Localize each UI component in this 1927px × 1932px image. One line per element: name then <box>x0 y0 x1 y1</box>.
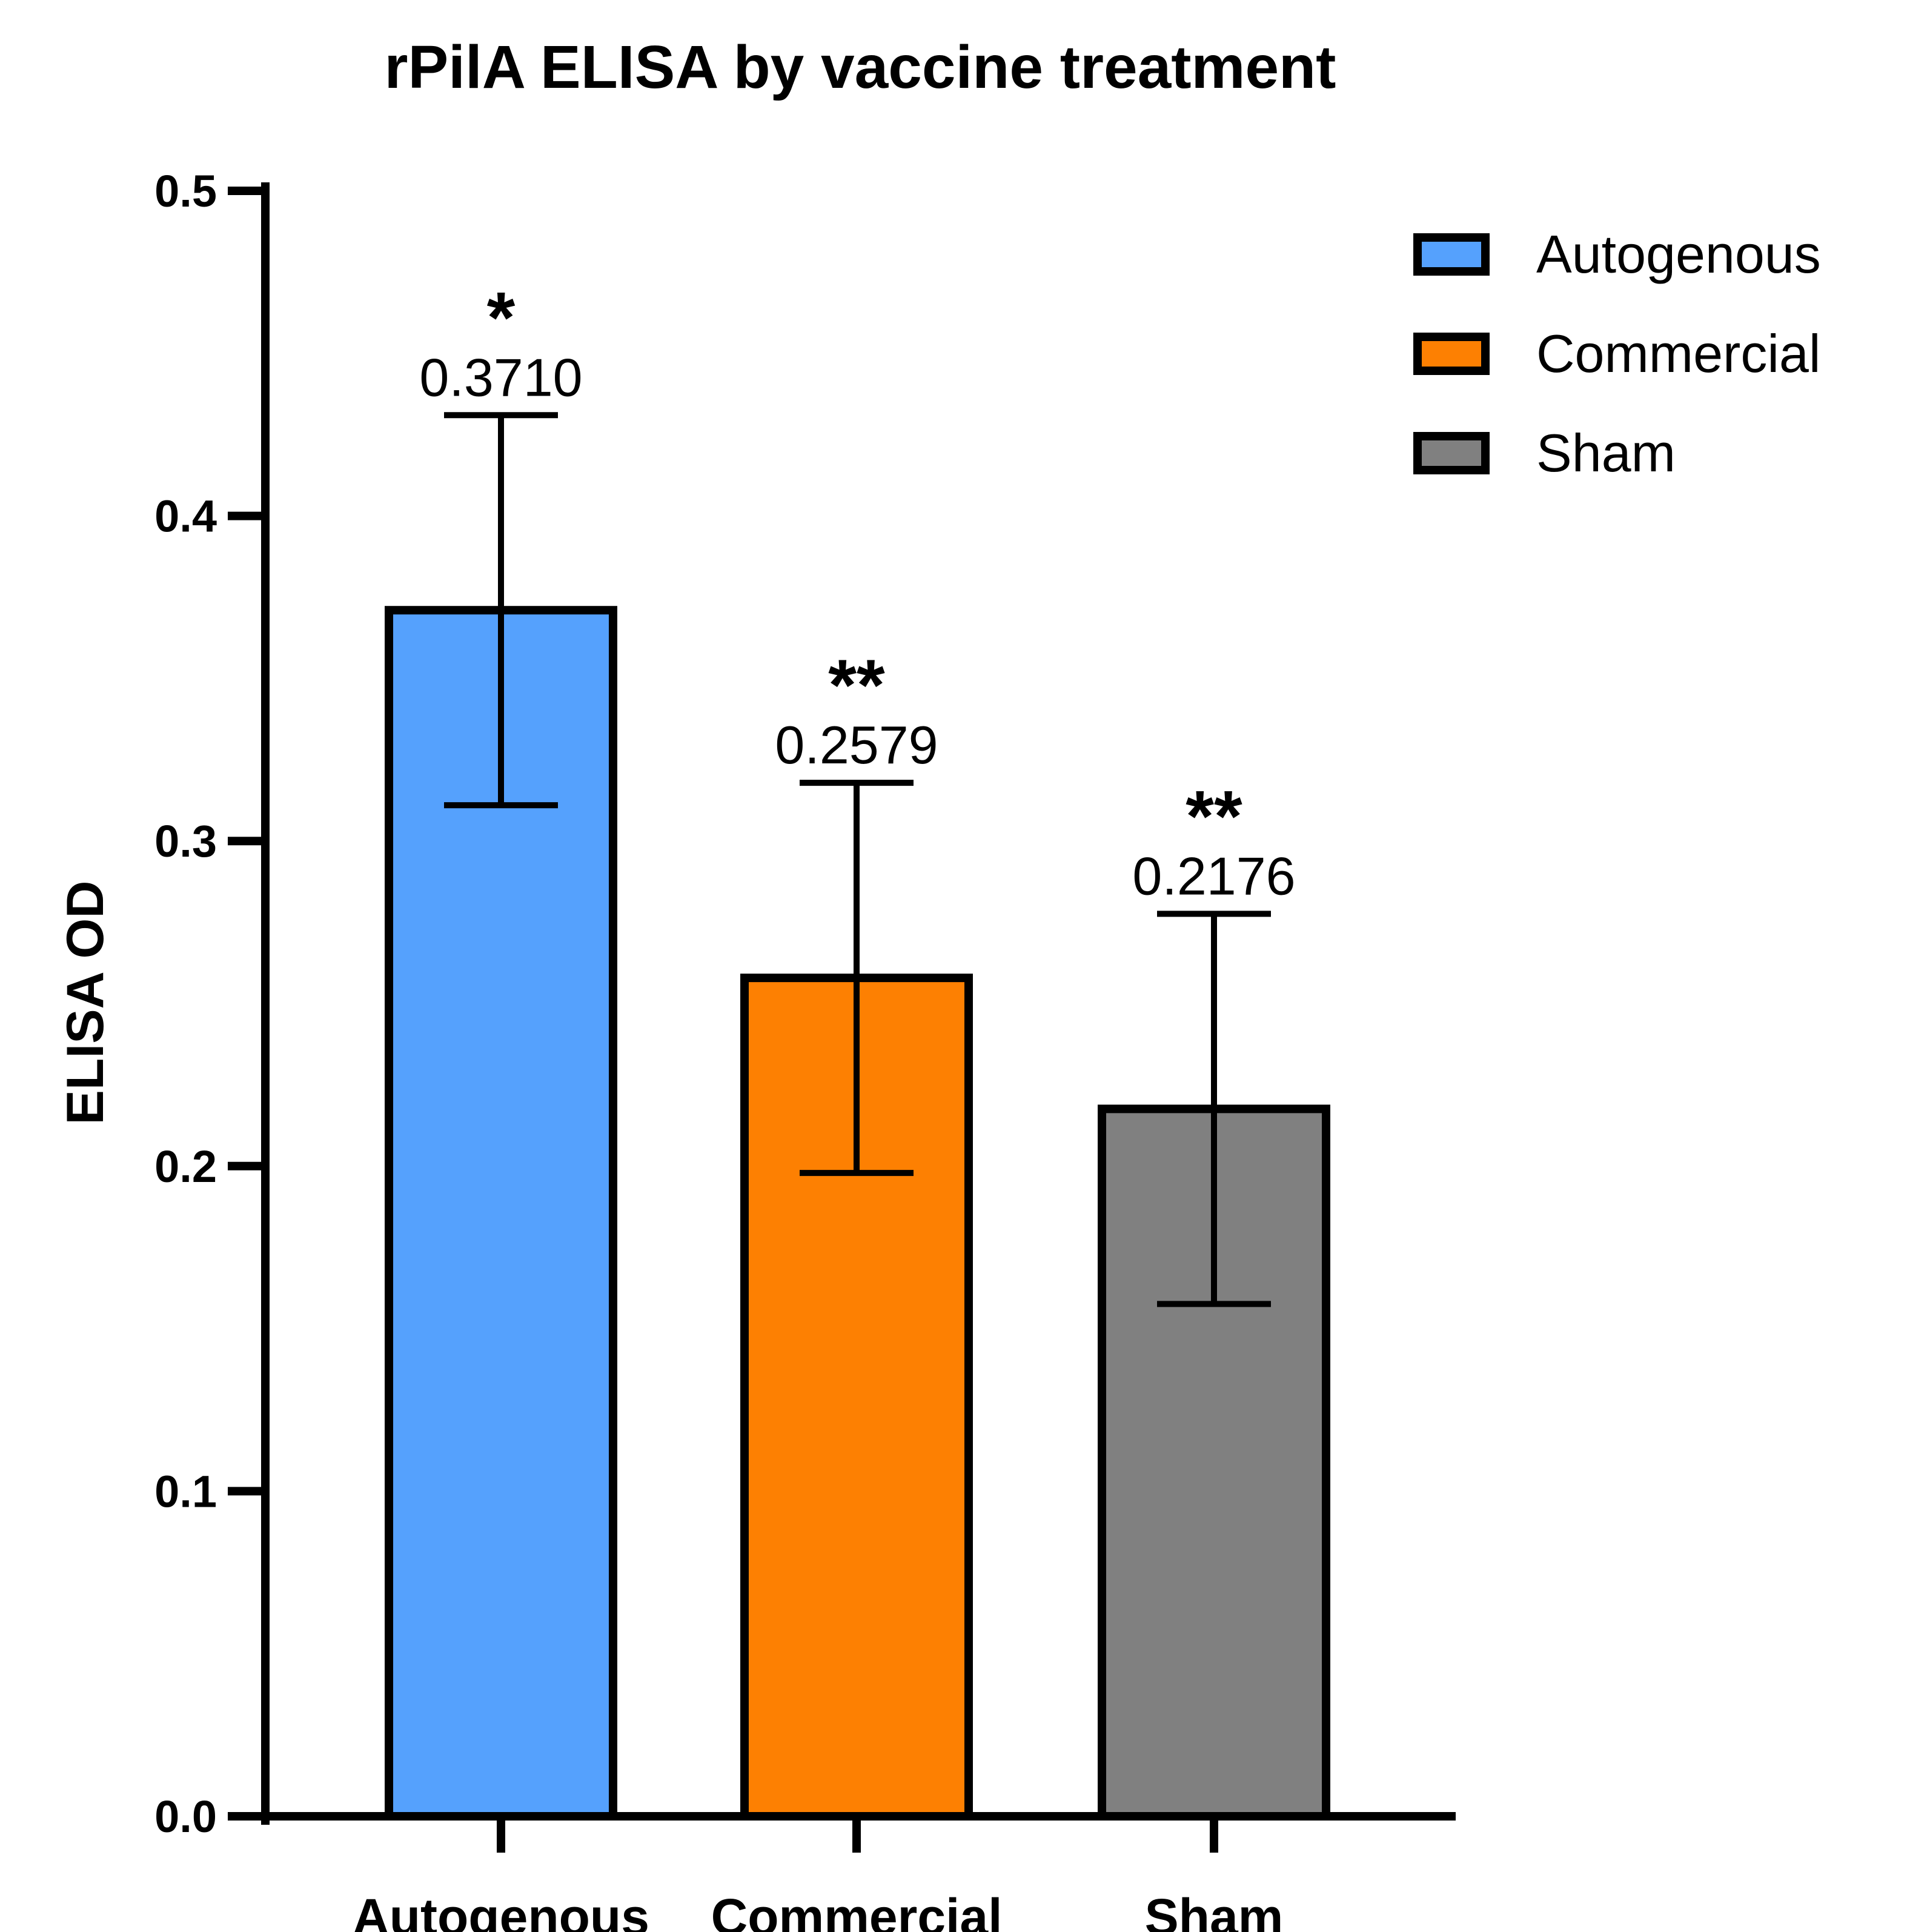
legend-item-autogenous: Autogenous <box>1413 224 1821 284</box>
y-tick-label: 0.1 <box>154 1466 217 1516</box>
legend-label: Sham <box>1536 423 1676 483</box>
y-tick-label: 0.2 <box>154 1141 217 1192</box>
significance-marker-autogenous: * <box>487 277 516 358</box>
legend-swatch <box>1413 333 1490 375</box>
y-tick-label: 0.5 <box>154 166 217 216</box>
legend-label: Autogenous <box>1536 224 1821 284</box>
error-bar-autogenous <box>444 412 558 809</box>
value-label-commercial: 0.2579 <box>775 715 938 775</box>
x-tick-label-sham: Sham <box>1145 1888 1284 1932</box>
legend-swatch <box>1413 432 1490 474</box>
y-tick-label: 0.3 <box>154 816 217 866</box>
value-label-sham: 0.2176 <box>1132 846 1295 906</box>
legend-label: Commercial <box>1536 324 1820 383</box>
plot-area: 0.3710*0.2579**0.2176**0.00.10.20.30.40.… <box>154 166 1456 1932</box>
error-bar-commercial <box>800 780 914 1177</box>
legend: Autogenous Commercial Sham <box>1413 224 1821 483</box>
significance-marker-sham: ** <box>1186 775 1242 857</box>
y-tick-label: 0.0 <box>154 1791 217 1842</box>
chart-title: rPilA ELISA by vaccine treatment <box>385 33 1336 101</box>
significance-marker-commercial: ** <box>828 645 885 726</box>
legend-item-commercial: Commercial <box>1413 324 1820 383</box>
legend-item-sham: Sham <box>1413 423 1676 483</box>
bar-autogenous <box>385 606 617 1821</box>
x-tick-label-commercial: Commercial <box>711 1888 1003 1932</box>
y-axis-label: ELISA OD <box>56 881 114 1125</box>
value-label-autogenous: 0.3710 <box>419 347 582 407</box>
error-bar-sham <box>1157 911 1271 1307</box>
legend-swatch <box>1413 233 1490 276</box>
x-tick-label-autogenous: Autogenous <box>353 1888 649 1932</box>
y-tick-label: 0.4 <box>154 491 217 542</box>
